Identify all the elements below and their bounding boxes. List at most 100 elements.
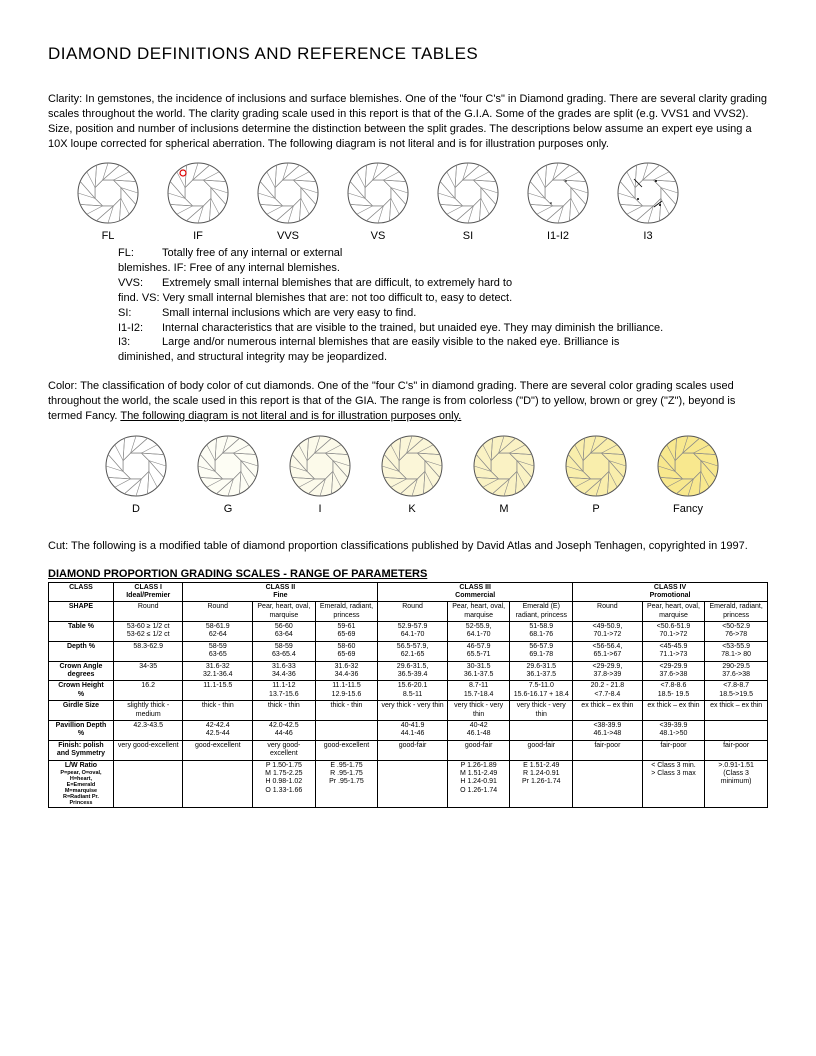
table-cell: <50.6-51.970.1->72 [642,622,705,642]
table-cell: 31.6-3234.4-36 [315,661,378,681]
table-cell: 52.9-57.964.1-70 [378,622,448,642]
color-diamond-fancy: Fancy [656,434,720,515]
table-cell: 7.5-11.015.6-16.17 + 18.4 [510,681,573,701]
def-text: Extremely small internal blemishes that … [162,277,512,289]
table-cell: fair-poor [573,740,643,760]
table-cell: <50-52.976->78 [705,622,768,642]
def-text: find. VS: Very small internal blemishes … [118,292,512,304]
table-cell [510,720,573,740]
table-header: CLASS IVPromotional [573,582,768,602]
page-title: DIAMOND DEFINITIONS AND REFERENCE TABLES [48,44,768,64]
clarity-def-row: SI:Small internal inclusions which are v… [118,306,768,321]
table-cell: 8.7-1115.7-18.4 [447,681,510,701]
table-cell: very thick - very thin [378,701,448,721]
table-cell [573,760,643,808]
def-tag: VVS: [118,276,162,291]
color-body-underline: The following diagram is not literal and… [120,410,461,422]
table-cell: <45-45.971.1->73 [642,641,705,661]
color-label: Fancy [656,503,720,515]
clarity-paragraph: Clarity: In gemstones, the incidence of … [48,92,768,151]
table-cell: Round [113,602,183,622]
clarity-diagram-row: FL IF VVS VS SI I1-I2 I3 [76,161,768,242]
table-cell: ex thick – ex thin [705,701,768,721]
def-tag: I3: [118,335,162,350]
table-cell: 20.2 - 21.8<7.7-8.4 [573,681,643,701]
table-cell: <53-55.978.1-> 80 [705,641,768,661]
table-cell: 58-5963-65 [183,641,253,661]
table-cell: 29.6-31.536.1-37.5 [510,661,573,681]
clarity-label: IF [166,230,230,242]
color-heading: Color: [48,380,77,392]
table-cell: thick - thin [315,701,378,721]
table-cell: 30-31.536.1-37.5 [447,661,510,681]
table-cell: E 1.51-2.49R 1.24-0.91Pr 1.26-1.74 [510,760,573,808]
table-header: SHAPE [49,602,114,622]
color-label: D [104,503,168,515]
table-cell: <56-56.4,65.1->67 [573,641,643,661]
table-header: CLASS IIICommercial [378,582,573,602]
table-cell: very thick - very thin [447,701,510,721]
cut-paragraph: Cut: The following is a modified table o… [48,539,768,554]
clarity-def-row: FL:Totally free of any internal or exter… [118,246,768,261]
table-cell: P 1.26-1.89M 1.51-2.49H 1.24-0.91O 1.26-… [447,760,510,808]
table-cell: good-fair [510,740,573,760]
table-rowhead: Pavillion Depth% [49,720,114,740]
table-cell: thick - thin [253,701,316,721]
clarity-diamond-si: SI [436,161,500,242]
table-rowhead: L/W RatioP=pear, O=oval,H=heart,E=Emeral… [49,760,114,808]
table-cell: Round [378,602,448,622]
table-cell [183,760,253,808]
cut-heading: Cut: [48,540,68,552]
table-cell: 40-41.944.1-46 [378,720,448,740]
table-cell: 56-57.969.1-78 [510,641,573,661]
table-cell: 11.1-11.512.9-15.6 [315,681,378,701]
color-label: M [472,503,536,515]
table-header: CLASS IIdeal/Premier [113,582,183,602]
clarity-diamond-i1-i2: I1-I2 [526,161,590,242]
table-cell: thick - thin [183,701,253,721]
clarity-diamond-fl: FL [76,161,140,242]
color-diamond-m: M [472,434,536,515]
def-text: blemishes. IF: Free of any internal blem… [118,262,340,274]
table-cell: 52-55.9,64.1-70 [447,622,510,642]
color-diamond-p: P [564,434,628,515]
color-diagram-row: D G I K M P Fancy [104,434,768,515]
table-cell [315,720,378,740]
grading-table: CLASSCLASS IIdeal/PremierCLASS IIFineCLA… [48,582,768,809]
table-cell: <38-39.946.1->48 [573,720,643,740]
table-rowhead: Table % [49,622,114,642]
clarity-label: FL [76,230,140,242]
color-diamond-g: G [196,434,260,515]
table-cell: 46-57.965.5-71 [447,641,510,661]
clarity-heading: Clarity: [48,93,82,105]
color-diamond-i: I [288,434,352,515]
table-cell: 58-5963-65.4 [253,641,316,661]
color-label: P [564,503,628,515]
clarity-label: I1-I2 [526,230,590,242]
table-cell: fair-poor [642,740,705,760]
color-paragraph: Color: The classification of body color … [48,379,768,424]
clarity-label: I3 [616,230,680,242]
table-cell: <7.8-8.718.5->19.5 [705,681,768,701]
table-cell: <7.8-8.618.5- 19.5 [642,681,705,701]
table-cell: 59-6165-69 [315,622,378,642]
clarity-def-row: VVS:Extremely small internal blemishes t… [118,276,768,291]
table-cell: 56.5-57.9,62.1-65 [378,641,448,661]
clarity-diamond-i3: I3 [616,161,680,242]
def-text: Small internal inclusions which are very… [162,307,416,319]
table-rowhead: Crown Height% [49,681,114,701]
color-diamond-d: D [104,434,168,515]
table-rowhead: Crown Angledegrees [49,661,114,681]
table-cell: Pear, heart, oval, marquise [447,602,510,622]
table-cell [705,720,768,740]
color-label: K [380,503,444,515]
table-cell: 15.6-20.18.5-11 [378,681,448,701]
table-rowhead: Depth % [49,641,114,661]
table-cell: Round [183,602,253,622]
def-text: diminished, and structural integrity may… [118,351,387,363]
clarity-label: VVS [256,230,320,242]
table-cell: Emerald (E) radiant, princess [510,602,573,622]
table-cell: Emerald, radiant, princess [705,602,768,622]
def-tag: FL: [118,246,162,261]
table-cell: very thick - very thin [510,701,573,721]
